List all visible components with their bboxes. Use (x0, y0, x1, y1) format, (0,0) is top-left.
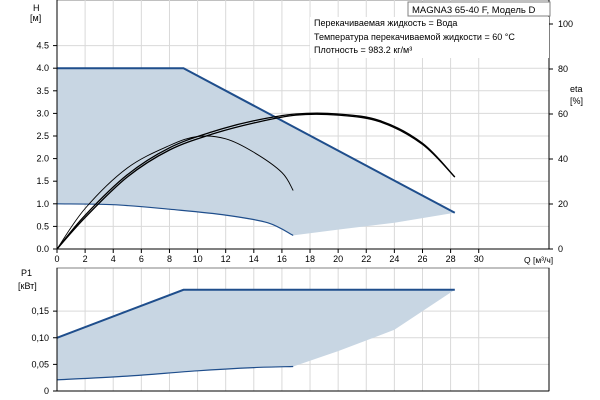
eta-curve-max-inner (56, 113, 456, 250)
x-tick-label: 2 (83, 254, 88, 264)
power-curve-min (56, 365, 294, 381)
y-tick-label: 4.0 (36, 63, 49, 73)
y-tick-label: 3.0 (36, 108, 49, 118)
y-tick-label-power: 0,05 (31, 359, 49, 369)
eta-curve-max (56, 112, 456, 250)
x-tick-label: 18 (305, 254, 315, 264)
annotation-density: Плотность = 983.2 кг/м³ (314, 45, 412, 55)
y2-tick-label: 0 (558, 244, 563, 254)
x-tick-label: 10 (193, 254, 203, 264)
x-tick-label: 26 (417, 254, 427, 264)
y-tick-label-power: 0 (44, 386, 49, 396)
x-tick-label: 4 (111, 254, 116, 264)
title-box (407, 1, 551, 17)
power-axis-label: P1 (21, 268, 32, 278)
y2-tick-label: 100 (558, 19, 573, 29)
x-tick-label: 28 (446, 254, 456, 264)
y2-tick-label: 60 (558, 109, 568, 119)
annotation-fluid: Перекачиваемая жидкость = Вода (314, 18, 457, 28)
x-tick-label: 22 (361, 254, 371, 264)
y-tick-label-power: 0,15 (31, 306, 49, 316)
operating-area-head (57, 68, 455, 236)
x-axis-label: Q [м³/ч] (524, 255, 553, 265)
annotation-box (310, 17, 549, 58)
y2-axis-label: eta (570, 84, 583, 94)
x-tick-label: 16 (277, 254, 287, 264)
x-tick-label: 8 (167, 254, 172, 264)
power-panel: 0 0,05 0,10 0,15 P1 [кВт] (18, 267, 550, 396)
y-tick-label-power: 0,10 (31, 333, 49, 343)
x-tick-label: 30 (474, 254, 484, 264)
y-axis-label: H (33, 3, 40, 13)
chart-title: MAGNA3 65-40 F, Модель D (412, 5, 535, 16)
y-tick-label: 3.5 (36, 86, 49, 96)
annotation-temperature: Температура перекачиваемой жидкости = 60… (314, 32, 515, 42)
y-tick-label: 2.0 (36, 154, 49, 164)
power-axis-unit: [кВт] (18, 281, 37, 291)
y-tick-label: 1.5 (36, 176, 49, 186)
y2-tick-label: 40 (558, 154, 568, 164)
y2-tick-label: 20 (558, 199, 568, 209)
y2-axis-unit: [%] (570, 96, 583, 106)
x-tick-label: 6 (139, 254, 144, 264)
head-curve-max (57, 67, 456, 214)
head-efficiency-panel: 0.00.51.01.52.02.53.03.54.04.50 2 4 6 8 10 12 1… (30, 0, 583, 264)
y-tick-label: 0.5 (36, 221, 49, 231)
y-tick-label: 0.0 (36, 244, 49, 254)
y2-tick-label: 80 (558, 64, 568, 74)
x-tick-label: 24 (389, 254, 399, 264)
power-curve-max (56, 288, 455, 339)
y-tick-label: 1.0 (36, 199, 49, 209)
y-axis-unit: [м] (30, 13, 41, 23)
y-tick-label: 2.5 (36, 131, 49, 141)
eta-curve-min (56, 135, 294, 250)
x-tick-label: 20 (333, 254, 343, 264)
x-tick-label: 12 (221, 254, 231, 264)
x-tick-label: 14 (249, 254, 259, 264)
operating-area-power (57, 289, 455, 380)
x-tick-label: 0 (54, 254, 59, 264)
head-curve-min (56, 203, 294, 236)
y-tick-label: 4.5 (36, 41, 49, 51)
